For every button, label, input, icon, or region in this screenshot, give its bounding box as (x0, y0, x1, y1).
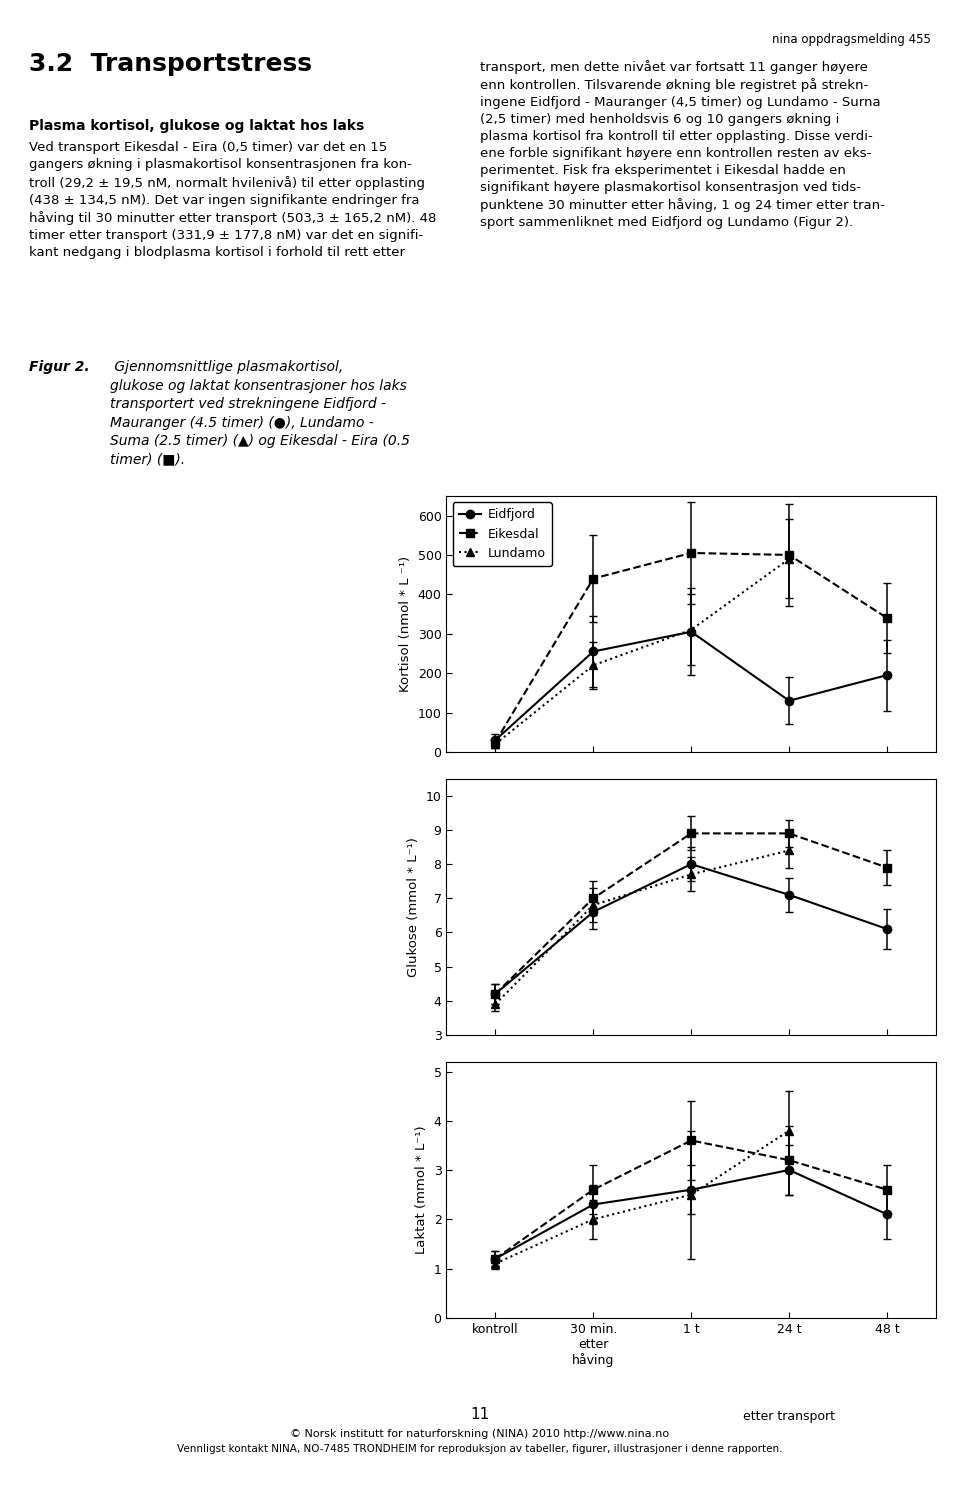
Y-axis label: Glukose (mmol * L⁻¹): Glukose (mmol * L⁻¹) (407, 837, 420, 977)
Y-axis label: Kortisol (nmol * L ⁻¹): Kortisol (nmol * L ⁻¹) (399, 555, 412, 692)
Text: Vennligst kontakt NINA, NO-7485 TRONDHEIM for reproduksjon av tabeller, figurer,: Vennligst kontakt NINA, NO-7485 TRONDHEI… (178, 1444, 782, 1455)
Text: Plasma kortisol, glukose og laktat hos laks: Plasma kortisol, glukose og laktat hos l… (29, 119, 364, 133)
Text: 11: 11 (470, 1407, 490, 1422)
Text: Gjennomsnittlige plasmakortisol,
glukose og laktat konsentrasjoner hos laks
tran: Gjennomsnittlige plasmakortisol, glukose… (110, 360, 411, 466)
Text: nina oppdragsmelding 455: nina oppdragsmelding 455 (773, 33, 931, 46)
Legend: Eidfjord, Eikesdal, Lundamo: Eidfjord, Eikesdal, Lundamo (453, 502, 552, 566)
Text: 3.2  Transportstress: 3.2 Transportstress (29, 52, 312, 76)
Text: © Norsk institutt for naturforskning (NINA) 2010 http://www.nina.no: © Norsk institutt for naturforskning (NI… (291, 1429, 669, 1440)
Y-axis label: Laktat (mmol * L⁻¹): Laktat (mmol * L⁻¹) (415, 1126, 428, 1254)
Text: etter transport: etter transport (743, 1410, 835, 1423)
Text: Ved transport Eikesdal - Eira (0,5 timer) var det en 15
gangers økning i plasmak: Ved transport Eikesdal - Eira (0,5 timer… (29, 141, 436, 259)
Text: transport, men dette nivået var fortsatt 11 ganger høyere
enn kontrollen. Tilsva: transport, men dette nivået var fortsatt… (480, 60, 885, 229)
Text: Figur 2.: Figur 2. (29, 360, 89, 374)
